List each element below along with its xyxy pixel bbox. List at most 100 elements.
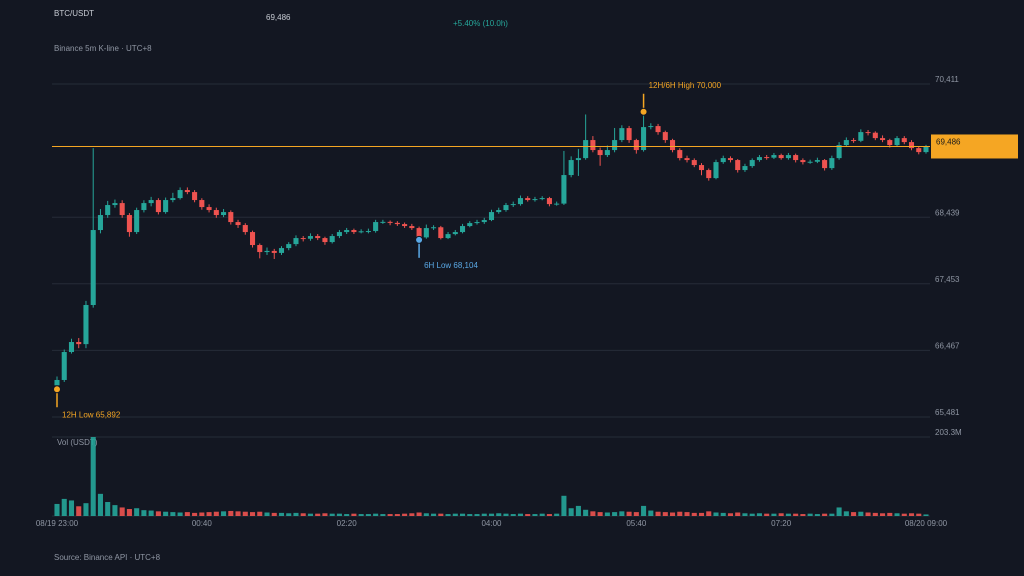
volume-bar <box>199 512 205 516</box>
volume-bar <box>568 508 574 516</box>
volume-bar <box>459 513 466 516</box>
volume-bar <box>785 513 791 516</box>
candle-body <box>691 160 697 166</box>
x-tick-label: 00:40 <box>192 519 213 528</box>
candle-body <box>184 190 190 193</box>
candle-body <box>54 379 60 386</box>
volume-bar <box>134 508 140 516</box>
candle-body <box>626 128 632 141</box>
volume-bar <box>445 514 451 516</box>
volume-bar <box>554 513 560 516</box>
candle-body <box>822 160 828 169</box>
candle-body <box>590 140 596 151</box>
volume-bar <box>517 513 524 516</box>
candle-body <box>307 236 313 239</box>
volume-bar <box>836 507 842 516</box>
volume-bar <box>286 513 292 516</box>
volume-bar <box>735 512 741 516</box>
volume-bar <box>221 511 227 516</box>
volume-bar <box>90 437 96 516</box>
volume-bar <box>141 510 147 516</box>
candle-body <box>851 140 857 142</box>
volume-bar <box>872 512 878 516</box>
candle-body <box>532 199 538 201</box>
candle-body <box>510 204 516 206</box>
candle-body <box>322 238 328 243</box>
volume-bar <box>271 512 277 516</box>
candle-body <box>858 132 864 141</box>
candle-body <box>416 228 422 238</box>
volume-bar <box>756 513 762 516</box>
last-price-tag <box>931 134 1018 159</box>
x-tick-label: 08/19 23:00 <box>36 519 79 528</box>
candle-body <box>843 140 849 146</box>
volume-bar <box>496 513 502 516</box>
volume-bar <box>177 512 183 516</box>
annotation-label: 12H/6H High 70,000 <box>649 81 722 90</box>
volume-bar <box>423 513 429 516</box>
volume-bar <box>170 512 176 516</box>
chart-title: BTC/USDT <box>54 9 94 18</box>
volume-bar <box>206 512 212 516</box>
volume-bar <box>546 514 552 516</box>
candle-body <box>242 225 248 233</box>
x-tick-label: 02:20 <box>337 519 358 528</box>
volume-bar <box>706 511 712 516</box>
change-label: +5.40% (10.0h) <box>453 19 508 28</box>
volume-bar <box>105 502 111 516</box>
volume-bar <box>727 513 734 516</box>
volume-bar <box>409 513 415 516</box>
candle-body <box>742 166 748 171</box>
volume-bar <box>633 512 639 516</box>
volume-bar <box>336 513 342 516</box>
volume-bar <box>300 513 306 516</box>
candle-body <box>496 210 502 213</box>
candle-body <box>177 190 183 199</box>
volume-bar <box>916 513 922 516</box>
y-tick-label: 67,453 <box>935 275 960 284</box>
y-tick-label: 68,439 <box>935 208 960 217</box>
candle-body <box>749 160 755 167</box>
volume-bar <box>155 511 161 516</box>
volume-bar <box>278 512 285 516</box>
candle-body <box>865 132 871 134</box>
candle-body <box>872 132 878 139</box>
volume-bar <box>257 511 263 516</box>
volume-bar <box>887 512 893 516</box>
volume-bar <box>575 505 581 516</box>
volume-bar <box>641 505 647 516</box>
candle-body <box>221 212 227 216</box>
source: Source: Binance API · UTC+8 <box>54 553 161 562</box>
candle-body <box>583 140 589 159</box>
annotation-marker <box>415 235 424 244</box>
candle-body <box>112 203 118 206</box>
candle-body <box>880 138 886 141</box>
candle-body <box>329 236 335 243</box>
candle-body <box>901 138 907 143</box>
volume-bar <box>112 505 118 516</box>
candle-body <box>554 203 560 205</box>
volume-bar <box>901 513 907 516</box>
volume-bar <box>192 512 198 516</box>
candle-body <box>735 160 741 171</box>
volume-bar <box>648 510 654 516</box>
candle-body <box>713 162 719 179</box>
candle-body <box>908 142 915 149</box>
volume-bar <box>807 513 813 516</box>
volume-bar <box>778 513 784 516</box>
candle-body <box>698 165 705 171</box>
candle-body <box>481 220 487 223</box>
annotation-label: 12H Low 65,892 <box>62 410 121 419</box>
volume-bar <box>749 513 755 516</box>
candle-body <box>706 170 712 179</box>
candle-body <box>192 192 198 201</box>
candle-body <box>344 230 350 233</box>
candle-body <box>539 198 545 200</box>
candle-body <box>467 223 473 227</box>
volume-bar <box>532 514 538 516</box>
volume-bar <box>307 513 313 516</box>
volume-bar <box>380 514 386 516</box>
volume-bar <box>880 513 886 516</box>
volume-bar <box>851 512 857 516</box>
candle-body <box>264 250 270 253</box>
